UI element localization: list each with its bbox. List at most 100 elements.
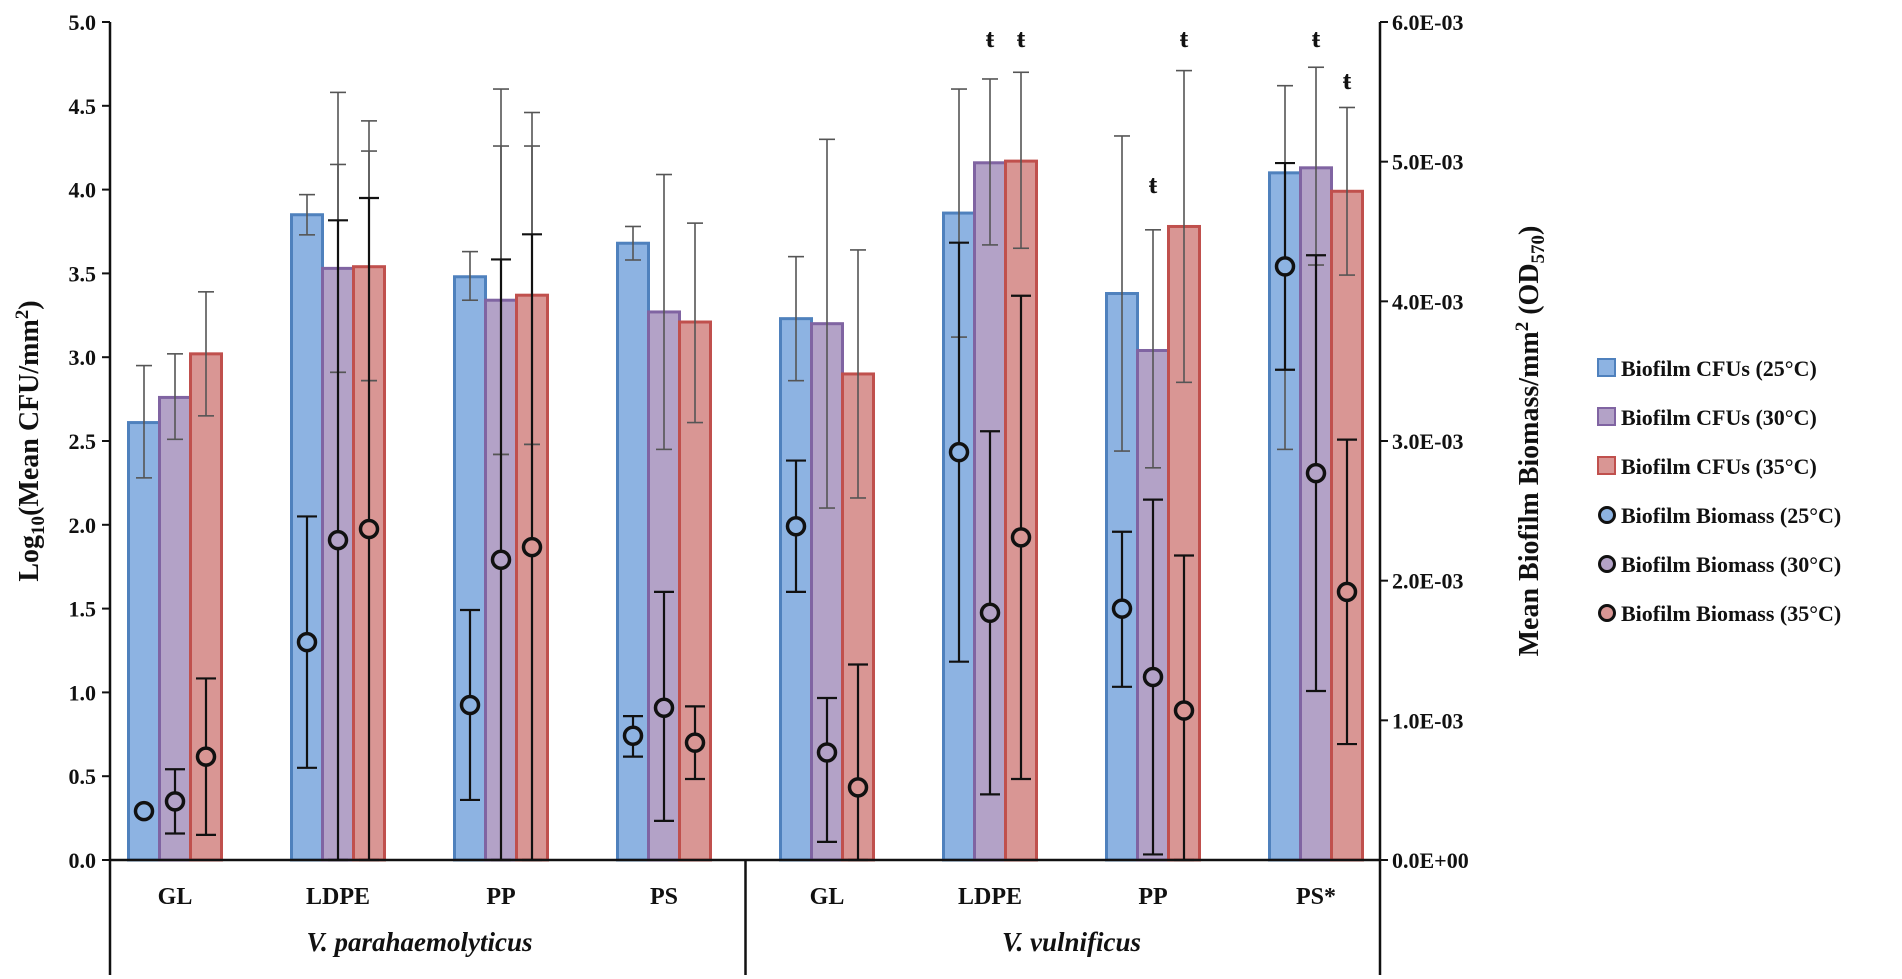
right-tick-label: 3.0E-03 <box>1392 429 1464 454</box>
biomass-point-0-0 <box>133 800 155 822</box>
category-label: PS* <box>1296 884 1336 910</box>
biomass-point-2-1 <box>490 549 512 570</box>
biomass-point-6-1 <box>1142 666 1164 688</box>
significance-marker: ŧ <box>986 24 995 53</box>
labels-layer: 0.0 0.5 1.0 1.5 2.0 2.5 3.0 3.5 4.0 4.5 5.0 0.0E+00… <box>12 10 1549 957</box>
biomass-point-1-2 <box>358 518 380 540</box>
category-label: PP <box>486 884 515 910</box>
left-tick-label: 1.5 <box>69 597 97 622</box>
bar-error-0-0 <box>136 364 152 479</box>
left-tick-label: 3.0 <box>69 345 97 370</box>
left-axis-title: Log10(Mean CFU/mm2) <box>12 300 49 581</box>
left-tick-label: 5.0 <box>69 10 97 35</box>
biomass-point-1-0 <box>296 631 318 653</box>
left-axis-title-part: 2 <box>12 310 33 320</box>
category-label: PS <box>650 884 678 910</box>
bar-error-0-1 <box>167 353 183 441</box>
significance-marker: ŧ <box>1180 24 1189 53</box>
biomass-point-5-0 <box>948 441 970 463</box>
biomass-point-3-2 <box>684 732 706 753</box>
left-tick-label: 0.5 <box>69 764 97 789</box>
bar-error-7-2 <box>1339 106 1355 276</box>
right-tick-label: 0.0E+00 <box>1392 848 1469 873</box>
left-axis-title-part: 10 <box>28 516 49 535</box>
biomass-point-7-2 <box>1336 581 1358 603</box>
legend-label: Biofilm CFUs (25°C) <box>1621 356 1817 381</box>
bar-error-5-1 <box>982 78 998 246</box>
left-tick-label: 2.0 <box>69 513 97 538</box>
biomass-point-5-1 <box>979 602 1001 624</box>
legend-label: Biofilm CFUs (35°C) <box>1621 454 1817 479</box>
legend-swatch-point <box>1598 555 1616 573</box>
left-axis-title-part: (Mean CFU/mm <box>14 319 45 516</box>
bar-error-6-0 <box>1114 135 1130 452</box>
right-axis-title-part: (OD <box>1514 263 1545 321</box>
biomass-point-2-0 <box>459 694 481 716</box>
legend-swatch-bar <box>1597 456 1616 475</box>
group-label: V. parahaemolyticus <box>306 927 532 957</box>
biomass-point-6-0 <box>1111 598 1133 619</box>
legend-label: Biofilm Biomass (35°C) <box>1621 601 1841 626</box>
legend-label: Biofilm Biomass (25°C) <box>1621 503 1841 528</box>
bar-error-4-0 <box>788 255 804 382</box>
bars-layer <box>127 66 1364 862</box>
bar-error-5-2 <box>1013 71 1029 250</box>
bar-gl-0 <box>127 421 161 862</box>
category-label: LDPE <box>958 884 1022 910</box>
right-tick-label: 1.0E-03 <box>1392 708 1464 733</box>
left-tick-label: 2.5 <box>69 429 97 454</box>
legend-swatch-bar <box>1597 407 1616 426</box>
legend-swatch-point <box>1598 604 1616 622</box>
bar-error-3-2 <box>687 222 703 424</box>
biomass-point-4-2 <box>847 777 869 798</box>
legend: Biofilm CFUs (25°C) Biofilm CFUs (30°C) Bi… <box>1597 356 1841 626</box>
bar-error-3-1 <box>656 173 672 451</box>
significance-marker: ŧ <box>1312 24 1321 53</box>
right-axis-title-part: 570 <box>1528 235 1549 264</box>
biomass-error-4-1 <box>817 696 837 843</box>
biomass-point-3-1 <box>653 697 675 719</box>
left-axis-title-part: ) <box>14 300 45 309</box>
biomass-point-7-0 <box>1274 256 1296 277</box>
group-label: V. vulnificus <box>1002 927 1141 957</box>
biomass-point-7-1 <box>1305 462 1327 484</box>
significance-marker: ŧ <box>1343 66 1352 95</box>
axes-layer <box>102 21 1388 975</box>
category-label: LDPE <box>306 884 370 910</box>
points-layer <box>133 161 1358 862</box>
left-tick-label: 4.0 <box>69 178 97 203</box>
biomass-point-1-1 <box>327 529 349 551</box>
left-tick-label: 0.0 <box>69 848 97 873</box>
legend-swatch-point <box>1598 506 1616 524</box>
bar-error-4-1 <box>819 138 835 509</box>
bar-error-6-1 <box>1145 229 1161 469</box>
left-axis-title-part: Log <box>14 535 45 582</box>
bar-error-3-0 <box>625 225 641 261</box>
biomass-point-5-2 <box>1010 527 1032 548</box>
bar-ps-0 <box>616 241 650 862</box>
significance-marker: ŧ <box>1149 170 1158 199</box>
right-tick-label: 4.0E-03 <box>1392 289 1464 314</box>
legend-swatch-bar <box>1597 358 1616 377</box>
significance-marker: ŧ <box>1017 24 1026 53</box>
left-tick-label: 4.5 <box>69 94 97 119</box>
right-axis-title: Mean Biofilm Biomass/mm2 (OD570) <box>1512 226 1549 657</box>
right-axis-title-part: 2 <box>1512 322 1533 332</box>
category-label: PP <box>1138 884 1167 910</box>
bar-error-0-2 <box>198 291 214 417</box>
left-tick-label: 1.0 <box>69 680 97 705</box>
biomass-point-4-0 <box>785 515 807 537</box>
right-tick-label: 5.0E-03 <box>1392 150 1464 175</box>
biomass-point-6-2 <box>1173 700 1195 721</box>
biomass-point-2-2 <box>521 536 543 558</box>
biomass-point-0-2 <box>195 746 217 767</box>
bar-error-2-0 <box>462 250 478 302</box>
legend-label: Biofilm Biomass (30°C) <box>1621 552 1841 577</box>
bar-error-4-2 <box>850 249 866 499</box>
biomass-point-4-1 <box>816 742 838 763</box>
category-label: GL <box>158 884 193 910</box>
biomass-error-4-2 <box>848 663 868 862</box>
legend-label: Biofilm CFUs (30°C) <box>1621 405 1817 430</box>
biomass-point-0-1 <box>164 791 186 812</box>
